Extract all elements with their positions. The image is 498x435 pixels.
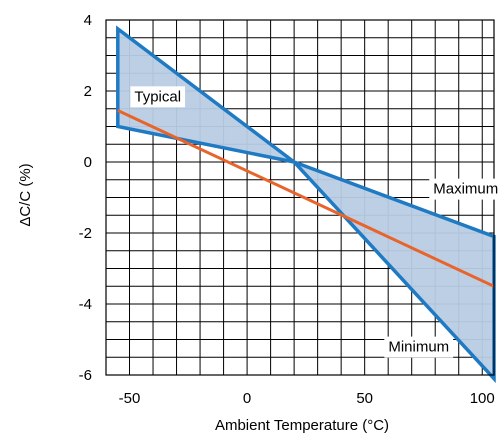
- annotation-box: [429, 178, 498, 200]
- annotation-label: Typical: [134, 88, 181, 105]
- x-tick-label: 50: [356, 390, 373, 407]
- typical-line: [117, 109, 495, 288]
- tolerance-band: [116, 25, 496, 384]
- y-tick-label: -6: [79, 367, 92, 384]
- annotation-minimum: Minimum: [384, 336, 454, 358]
- tolerance-envelope: [116, 25, 496, 384]
- y-tick-label: -4: [79, 296, 92, 313]
- annotation-box: [384, 336, 454, 358]
- annotation-typical: Typical: [130, 86, 186, 108]
- x-tick-label: 100: [470, 390, 495, 407]
- y-axis-title: ΔC/C (%): [17, 163, 34, 226]
- annotation-label: Minimum: [388, 339, 449, 356]
- x-tick-labels: -50 0 50 100: [119, 390, 495, 407]
- annotation-label: Maximum: [433, 181, 498, 198]
- annotation-maximum: Maximum: [429, 178, 498, 200]
- typical-series: [117, 109, 495, 288]
- x-axis-title: Ambient Temperature (°C): [215, 417, 389, 434]
- y-tick-label: 0: [84, 154, 92, 171]
- x-tick-label: 0: [243, 390, 251, 407]
- y-tick-label: 4: [84, 12, 92, 29]
- y-tick-label: -2: [79, 225, 92, 242]
- y-tick-labels: -6 -4 -2 0 2 4: [79, 12, 92, 384]
- y-tick-label: 2: [84, 83, 92, 100]
- annotation-box: [130, 86, 186, 108]
- x-tick-label: -50: [119, 390, 141, 407]
- annotations: Typical Maximum Minimum: [130, 86, 498, 358]
